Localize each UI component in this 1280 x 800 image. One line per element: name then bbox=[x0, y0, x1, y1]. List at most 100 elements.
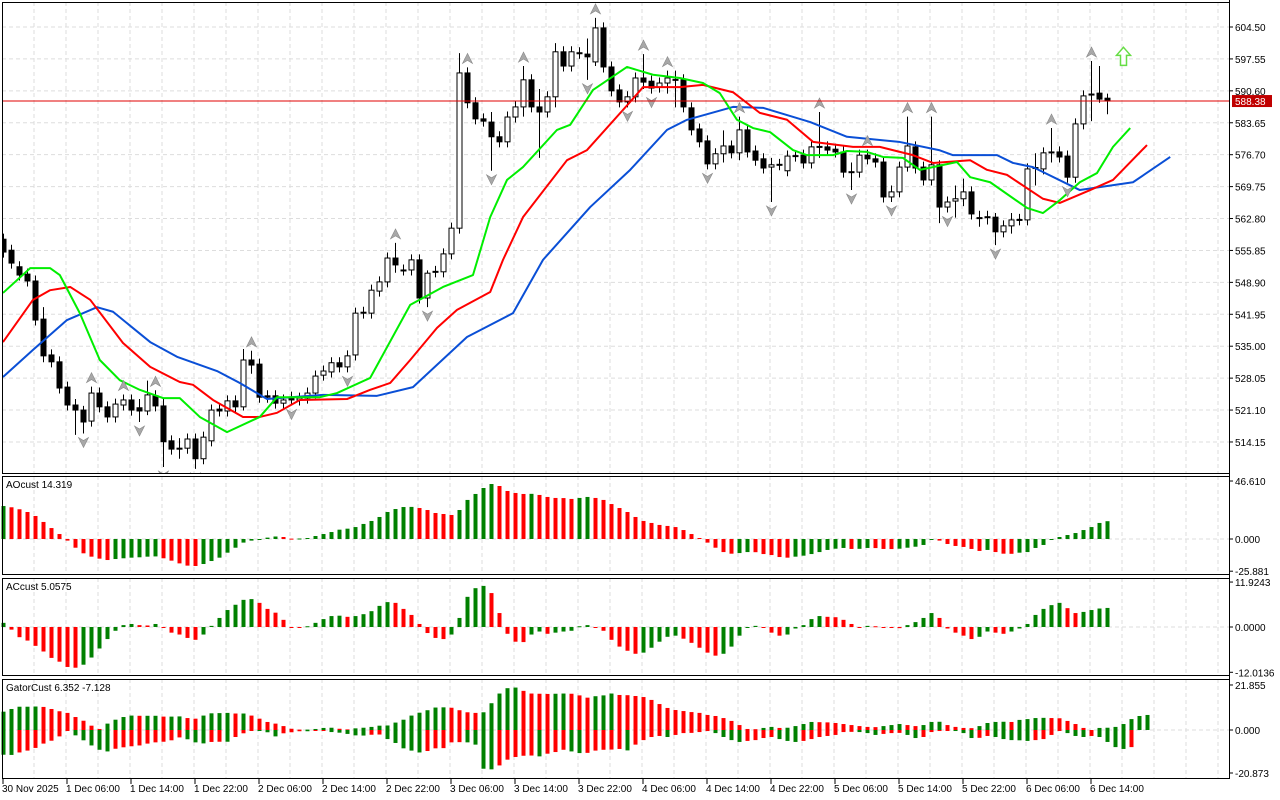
gator-lower-bar bbox=[697, 730, 702, 733]
gator-lower-bar bbox=[945, 730, 950, 731]
time-axis-label: 3 Dec 06:00 bbox=[450, 784, 504, 795]
gator-upper-bar bbox=[1065, 720, 1070, 730]
gator-upper-bar bbox=[1057, 718, 1062, 730]
ao-bar bbox=[97, 539, 102, 559]
ao-axis-label: -25.881 bbox=[1235, 567, 1269, 578]
gator-upper-bar bbox=[577, 695, 582, 730]
gator-upper-bar bbox=[1033, 718, 1038, 730]
ao-bar bbox=[409, 506, 414, 539]
price-axis-label: 521.10 bbox=[1235, 406, 1266, 417]
gator-lower-bar bbox=[121, 730, 126, 748]
ao-bar bbox=[145, 539, 150, 557]
candle bbox=[984, 216, 991, 219]
fractal-down-arrow-icon bbox=[941, 215, 954, 228]
ao-bar bbox=[641, 520, 646, 539]
ac-bar bbox=[449, 627, 454, 635]
ao-bar bbox=[609, 504, 614, 539]
gator-lower-bar bbox=[889, 730, 894, 734]
candle bbox=[744, 129, 751, 153]
time-axis-label: 30 Nov 2025 bbox=[2, 784, 59, 795]
fractal-up-arrow-icon bbox=[925, 101, 938, 114]
gator-title: GatorCust 6.352 -7.128 bbox=[6, 683, 111, 694]
gator-upper-bar bbox=[649, 699, 654, 730]
candle bbox=[528, 79, 535, 108]
ao-bar bbox=[1009, 539, 1014, 554]
fractal-up-arrow-icon bbox=[661, 55, 674, 68]
gator-lower-bar bbox=[265, 730, 270, 733]
gator-upper-bar bbox=[417, 712, 422, 730]
ac-bar bbox=[841, 619, 846, 627]
ao-bar bbox=[233, 539, 238, 548]
price-axis-label: 528.05 bbox=[1235, 374, 1266, 385]
candle bbox=[776, 163, 783, 166]
gator-upper-bar bbox=[1, 711, 6, 730]
ao-bar bbox=[657, 524, 662, 539]
ac-bar bbox=[169, 627, 174, 633]
candle bbox=[1064, 155, 1071, 178]
gator-upper-bar bbox=[209, 713, 214, 730]
ao-bar bbox=[329, 532, 334, 539]
fractal-down-arrow-icon bbox=[133, 425, 146, 437]
ac-indicator-panel[interactable]: ACcust 5.0575 bbox=[1, 582, 1110, 668]
fractal-up-arrow-icon bbox=[813, 97, 826, 109]
ao-bar bbox=[425, 510, 430, 539]
ac-bar bbox=[609, 627, 614, 640]
gator-upper-bar bbox=[1001, 721, 1006, 730]
gator-upper-bar bbox=[705, 714, 710, 730]
ac-bar bbox=[65, 627, 70, 667]
fractal-down-arrow-icon bbox=[341, 375, 354, 388]
gator-lower-bar bbox=[505, 730, 510, 760]
gator-indicator-panel[interactable]: GatorCust 6.352 -7.128 bbox=[1, 683, 1150, 770]
gator-lower-bar bbox=[393, 730, 398, 743]
gator-lower-bar bbox=[473, 730, 478, 745]
gator-upper-bar bbox=[1105, 727, 1110, 730]
gator-upper-bar bbox=[785, 727, 790, 730]
gator-lower-bar bbox=[513, 730, 518, 757]
gator-lower-bar bbox=[281, 730, 286, 734]
candle bbox=[416, 259, 423, 299]
ac-bar bbox=[793, 627, 798, 629]
gator-lower-bar bbox=[97, 730, 102, 750]
fractal-down-arrow-icon bbox=[485, 173, 498, 186]
candle bbox=[760, 158, 767, 169]
ac-bar bbox=[177, 627, 182, 635]
gator-lower-bar bbox=[825, 730, 830, 736]
ac-bar bbox=[369, 611, 374, 627]
ac-bar bbox=[649, 627, 654, 648]
gator-upper-bar bbox=[449, 707, 454, 730]
gator-upper-bar bbox=[673, 710, 678, 730]
ao-bar bbox=[1049, 539, 1054, 540]
candle bbox=[624, 96, 631, 103]
ao-bar bbox=[1041, 539, 1046, 545]
candle bbox=[472, 102, 479, 120]
gator-upper-bar bbox=[497, 693, 502, 730]
ac-bar bbox=[457, 617, 462, 627]
ac-bar bbox=[673, 627, 678, 636]
ac-bar bbox=[1073, 613, 1078, 627]
gator-upper-bar bbox=[289, 728, 294, 730]
ac-bar bbox=[937, 617, 942, 627]
price-panel[interactable] bbox=[1, 3, 1229, 483]
ac-bar bbox=[521, 627, 526, 643]
gator-lower-bar bbox=[113, 730, 118, 749]
gator-lower-bar bbox=[1105, 730, 1110, 742]
ao-bar bbox=[1025, 539, 1030, 553]
price-axis-label: 562.80 bbox=[1235, 215, 1266, 226]
gator-lower-bar bbox=[481, 730, 486, 769]
candle bbox=[736, 129, 743, 154]
ao-bar bbox=[289, 538, 294, 540]
gator-lower-bar bbox=[401, 730, 406, 749]
candle bbox=[896, 166, 903, 193]
gator-upper-bar bbox=[225, 712, 230, 730]
gator-upper-bar bbox=[129, 715, 134, 730]
candle bbox=[1072, 123, 1079, 178]
ao-bar bbox=[889, 539, 894, 550]
gator-upper-bar bbox=[257, 718, 262, 730]
ac-bar bbox=[193, 627, 198, 640]
ao-indicator-panel[interactable]: AOcust 14.319 bbox=[1, 480, 1110, 566]
fractal-down-arrow-icon bbox=[421, 310, 434, 322]
ac-bar bbox=[345, 616, 350, 627]
gator-upper-bar bbox=[537, 693, 542, 730]
price-axis-label: 541.95 bbox=[1235, 310, 1266, 321]
